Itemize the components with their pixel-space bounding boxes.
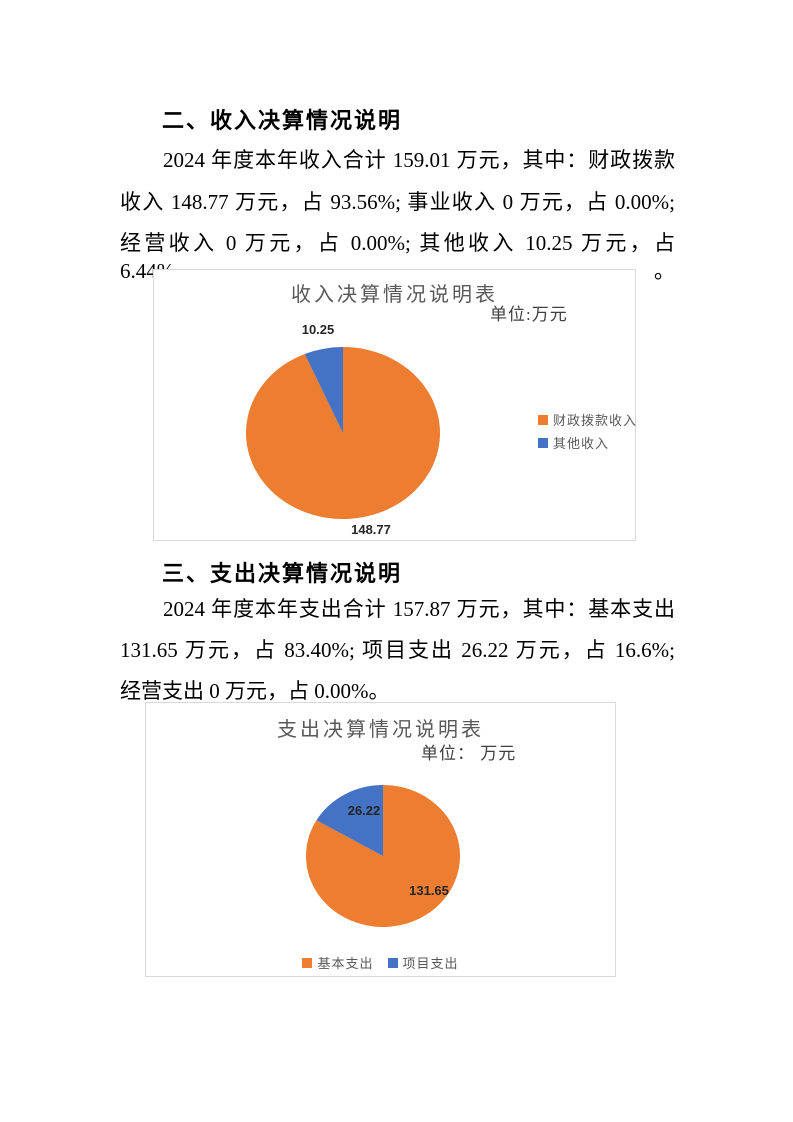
expense-pie-chart: 支出决算情况说明表 单位： 万元 26.22 131.65 基本支出 项目支出 — [145, 702, 616, 977]
basic-legend-swatch-icon — [302, 957, 313, 968]
income-paragraph-line-1: 2024 年度本年收入合计 159.01 万元，其中：财政拨款 — [163, 148, 675, 172]
basic-legend-label: 基本支出 — [317, 956, 374, 971]
income-chart-unit-label: 单位:万元 — [490, 305, 568, 324]
income-other-data-label: 10.25 — [301, 322, 335, 337]
income-fiscal-data-label: 148.77 — [351, 522, 391, 537]
expense-pie-graphic — [306, 785, 461, 927]
legend-item-project: 项目支出 — [387, 953, 459, 972]
income-section-heading: 二、收入决算情况说明 — [162, 108, 403, 133]
project-legend-swatch-icon — [387, 957, 398, 968]
other-legend-label: 其他收入 — [553, 436, 610, 451]
fiscal-legend-swatch-icon — [538, 414, 548, 425]
project-legend-label: 项目支出 — [402, 956, 459, 971]
income-chart-title: 收入决算情况说明表 — [291, 284, 498, 306]
expense-project-data-label: 26.22 — [347, 803, 381, 818]
legend-item-basic: 基本支出 — [302, 953, 373, 972]
income-pie-graphic — [246, 347, 441, 519]
other-legend-swatch-icon — [538, 437, 548, 448]
legend-item-other: 其他收入 — [538, 433, 637, 452]
legend-item-fiscal: 财政拨款收入 — [538, 410, 637, 429]
expense-chart-title: 支出决算情况说明表 — [277, 719, 484, 741]
fiscal-legend-label: 财政拨款收入 — [553, 413, 638, 428]
expense-paragraph-line-2: 131.65 万元，占 83.40%; 项目支出 26.22 万元，占 16.6… — [120, 638, 675, 662]
expense-chart-legend: 基本支出 项目支出 — [146, 953, 615, 972]
income-paragraph-line-2: 收入 148.77 万元，占 93.56%; 事业收入 0 万元，占 0.00%… — [120, 190, 675, 214]
expense-chart-unit-label: 单位： 万元 — [421, 744, 517, 763]
expense-section-heading: 三、支出决算情况说明 — [162, 561, 403, 586]
income-pie-chart: 收入决算情况说明表 单位:万元 10.25 148.77 财政拨款收入 其他收入 — [153, 269, 636, 541]
expense-paragraph-line-1: 2024 年度本年支出合计 157.87 万元，其中：基本支出 — [163, 597, 675, 621]
income-chart-legend: 财政拨款收入 其他收入 — [538, 410, 637, 456]
expense-basic-data-label: 131.65 — [409, 883, 449, 898]
expense-paragraph-line-3: 经营支出 0 万元，占 0.00%。 — [120, 679, 390, 703]
